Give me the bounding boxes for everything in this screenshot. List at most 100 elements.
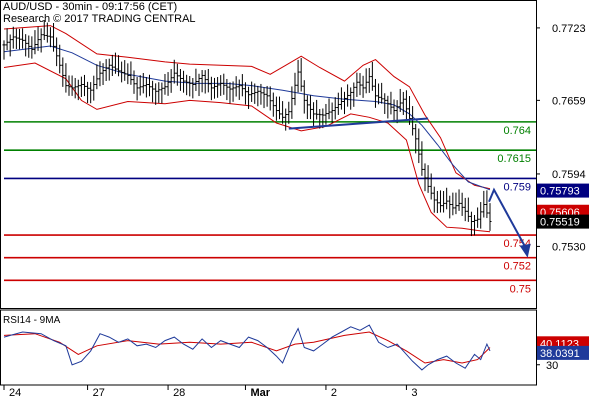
price-bar	[278, 96, 282, 120]
price-bar	[268, 86, 272, 111]
price-bar	[367, 67, 371, 93]
price-bar	[432, 186, 436, 213]
price-bar	[395, 100, 399, 124]
price-bar	[274, 96, 278, 121]
rsi-y-tick-label: 30	[546, 360, 558, 372]
price-bar	[166, 72, 170, 96]
price-bar	[73, 77, 77, 99]
price-bar	[8, 34, 12, 57]
price-bar	[315, 99, 319, 120]
x-tick-label: Mar	[250, 387, 270, 399]
price-bar	[36, 26, 40, 51]
price-bar	[448, 195, 452, 219]
price-bar	[203, 70, 207, 94]
price-bar	[346, 84, 350, 107]
price-bar	[17, 28, 21, 50]
price-bar	[442, 191, 446, 213]
price-bar	[222, 73, 226, 95]
price-bar	[398, 88, 402, 112]
x-tick-label: 2	[331, 387, 337, 399]
price-bar	[92, 75, 96, 101]
price-bar	[123, 60, 127, 81]
price-bar	[113, 52, 117, 74]
y-tick-label: 0.7594	[552, 169, 586, 181]
price-bar	[473, 214, 477, 236]
rsi-title: RSI14 - 9MA	[3, 315, 61, 326]
price-bar	[423, 163, 427, 192]
rsi-line	[3, 324, 491, 371]
bollinger-lower	[3, 62, 491, 233]
rsi-panel-frame	[0, 309, 537, 386]
price-bar	[361, 75, 365, 98]
x-tick-label: 27	[93, 387, 105, 399]
x-tick-label: 3	[411, 387, 417, 399]
price-bar	[240, 74, 244, 97]
price-bar	[265, 85, 269, 107]
price-bar	[172, 59, 176, 84]
price-bar	[383, 93, 387, 114]
price-bar	[476, 207, 480, 228]
price-bar	[216, 77, 220, 98]
main-panel	[0, 0, 537, 309]
price-bar	[194, 68, 198, 91]
price-bar	[404, 90, 408, 120]
price-bar	[209, 76, 213, 101]
price-bar	[61, 57, 65, 87]
price-bar	[343, 91, 347, 115]
price-bar	[318, 108, 322, 129]
price-bar	[373, 78, 377, 108]
rsi-panel	[0, 309, 537, 386]
y-tick-label: 0.7659	[552, 95, 586, 107]
price-bar	[454, 192, 458, 215]
price-bar	[281, 101, 285, 124]
price-bar	[308, 95, 312, 120]
price-bar	[339, 87, 343, 110]
price-bar	[445, 187, 449, 210]
price-bar	[70, 75, 74, 96]
price-bar	[104, 59, 108, 82]
price-bar	[463, 197, 467, 222]
price-bar	[247, 86, 251, 109]
price-tag-label: 0.75793	[540, 186, 580, 198]
y-tick-label: 0.7530	[552, 241, 586, 253]
price-bar	[89, 82, 93, 104]
chart-subtitle: Research © 2017 TRADING CENTRAL	[3, 13, 196, 25]
price-bar	[138, 75, 142, 96]
price-bar	[135, 77, 139, 101]
price-bar	[58, 44, 62, 74]
price-bar	[324, 103, 328, 125]
price-bar	[284, 108, 288, 131]
price-tag: 0.75793	[537, 183, 589, 198]
price-bar	[67, 75, 71, 96]
chart-title: AUD/USD - 30min - 09:17:56 (CET)	[3, 1, 178, 13]
price-bar	[488, 203, 492, 231]
level-label: 0.7615	[497, 153, 531, 165]
price-bar	[460, 192, 464, 216]
price-bar	[157, 82, 161, 103]
price-bar	[185, 74, 189, 96]
price-bar	[389, 91, 393, 115]
price-bar	[401, 91, 405, 115]
price-tag-box	[537, 214, 589, 229]
price-tag-label: 0.75519	[540, 217, 580, 229]
rsi-tag-label: 38.0391	[540, 348, 580, 360]
price-bar	[55, 37, 59, 67]
price-bar	[129, 61, 133, 85]
x-tick-label: 28	[173, 387, 185, 399]
price-bar	[5, 28, 9, 51]
price-bar	[147, 74, 151, 97]
price-bar	[191, 78, 195, 99]
price-bar	[95, 64, 99, 90]
price-bar	[126, 63, 130, 85]
price-bar	[411, 106, 415, 136]
price-bar	[163, 73, 167, 95]
price-bar	[290, 86, 294, 119]
price-bar	[429, 173, 433, 200]
price-bar	[333, 97, 337, 120]
price-bar	[296, 59, 300, 93]
level-label: 0.759	[503, 181, 531, 193]
price-tag: 0.75519	[537, 214, 589, 229]
price-bar	[321, 108, 325, 129]
price-bar	[52, 22, 56, 52]
price-bar	[132, 70, 136, 94]
